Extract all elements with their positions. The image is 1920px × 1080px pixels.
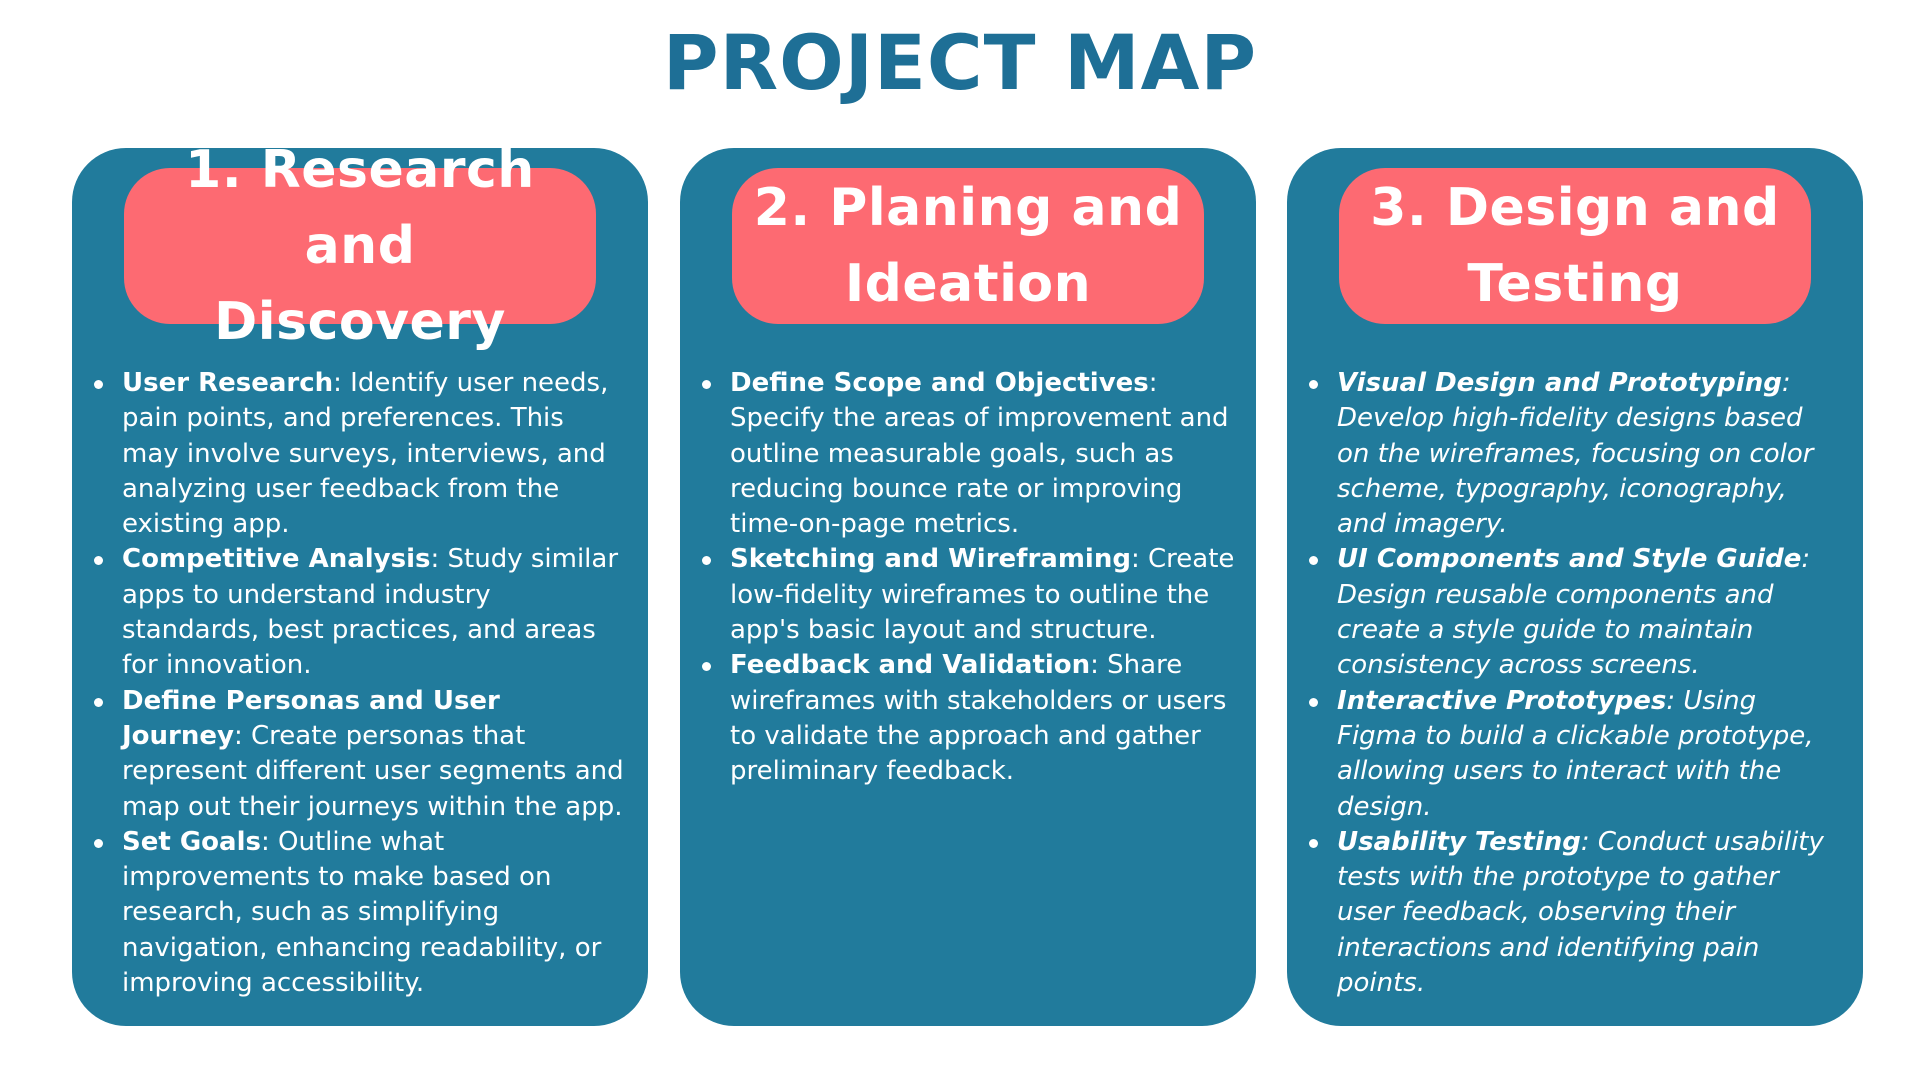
bullet-icon: [702, 556, 711, 566]
item-term: Competitive Analysis: [122, 544, 431, 575]
item-text: : Design reusable components and create …: [1337, 544, 1811, 681]
item-term: Interactive Prototypes: [1337, 685, 1667, 716]
item-text: : Develop high-fidelity designs based on…: [1337, 368, 1814, 540]
bullet-list: User Research: Identify user needs, pain…: [94, 366, 628, 1001]
list-item: Usability Testing: Conduct usability tes…: [1309, 825, 1843, 1001]
bullet-list: Define Scope and Objectives: Specify the…: [702, 366, 1236, 790]
item-term: Define Personas and User Journey: [122, 685, 500, 751]
bullet-list: Visual Design and Prototyping: Develop h…: [1309, 366, 1843, 1001]
list-item: Define Scope and Objectives: Specify the…: [702, 366, 1236, 542]
column-research-discovery: 1. Research and Discovery User Research:…: [72, 140, 648, 1026]
item-text: : Study similar apps to understand indus…: [122, 544, 619, 681]
column-heading-pill: 1. Research and Discovery: [124, 140, 596, 352]
column-heading-pill: 3. Design and Testing: [1339, 168, 1811, 324]
item-text: : Create personas that represent differe…: [122, 720, 624, 822]
list-item: Set Goals: Outline what improvements to …: [94, 825, 628, 1001]
column-heading: 3. Design and Testing: [1370, 178, 1780, 314]
item-term: Sketching and Wireframing: [730, 544, 1131, 575]
bullet-icon: [94, 838, 103, 848]
item-term: UI Components and Style Guide: [1337, 544, 1802, 575]
bullet-icon: [702, 380, 711, 389]
list-item: Sketching and Wireframing: Create low-fi…: [702, 542, 1236, 648]
bullet-icon: [94, 556, 103, 566]
bullet-icon: [1309, 556, 1318, 566]
item-term: Define Scope and Objectives: [730, 368, 1149, 398]
item-text: : Share wireframes with stakeholders or …: [730, 650, 1227, 787]
column-heading: 1. Research and Discovery: [185, 140, 535, 352]
item-text: : Create low-fidelity wireframes to outl…: [730, 544, 1235, 646]
item-term: Feedback and Validation: [730, 650, 1091, 681]
list-item: Visual Design and Prototyping: Develop h…: [1309, 366, 1843, 542]
column-design-testing: 3. Design and Testing Visual Design and …: [1287, 148, 1863, 1026]
item-text: : Outline what improvements to make base…: [122, 826, 602, 999]
bullet-icon: [702, 662, 711, 672]
item-text: : Conduct usability tests with the proto…: [1337, 826, 1824, 999]
list-item: UI Components and Style Guide: Design re…: [1309, 542, 1843, 683]
item-text: : Using Figma to build a clickable proto…: [1337, 685, 1814, 822]
item-term: Set Goals: [122, 826, 261, 857]
bullet-icon: [1309, 838, 1318, 848]
item-term: Visual Design and Prototyping: [1337, 368, 1782, 398]
item-term: User Research: [122, 368, 334, 398]
page-title: PROJECT MAP: [662, 18, 1258, 107]
column-heading-pill: 2. Planing and Ideation: [732, 168, 1204, 324]
list-item: Interactive Prototypes: Using Figma to b…: [1309, 684, 1843, 825]
bullet-icon: [94, 697, 103, 707]
list-item: Feedback and Validation: Share wireframe…: [702, 648, 1236, 789]
list-item: User Research: Identify user needs, pain…: [94, 366, 628, 542]
bullet-icon: [1309, 380, 1318, 389]
item-term: Usability Testing: [1337, 826, 1581, 857]
column-planning-ideation: 2. Planing and Ideation Define Scope and…: [680, 148, 1256, 1026]
bullet-icon: [94, 380, 103, 389]
list-item: Competitive Analysis: Study similar apps…: [94, 542, 628, 683]
column-heading: 2. Planing and Ideation: [753, 178, 1183, 314]
item-text: : Specify the areas of improvement and o…: [730, 368, 1229, 540]
list-item: Define Personas and User Journey: Create…: [94, 684, 628, 825]
bullet-icon: [1309, 697, 1318, 707]
item-text: : Identify user needs, pain points, and …: [122, 368, 609, 540]
